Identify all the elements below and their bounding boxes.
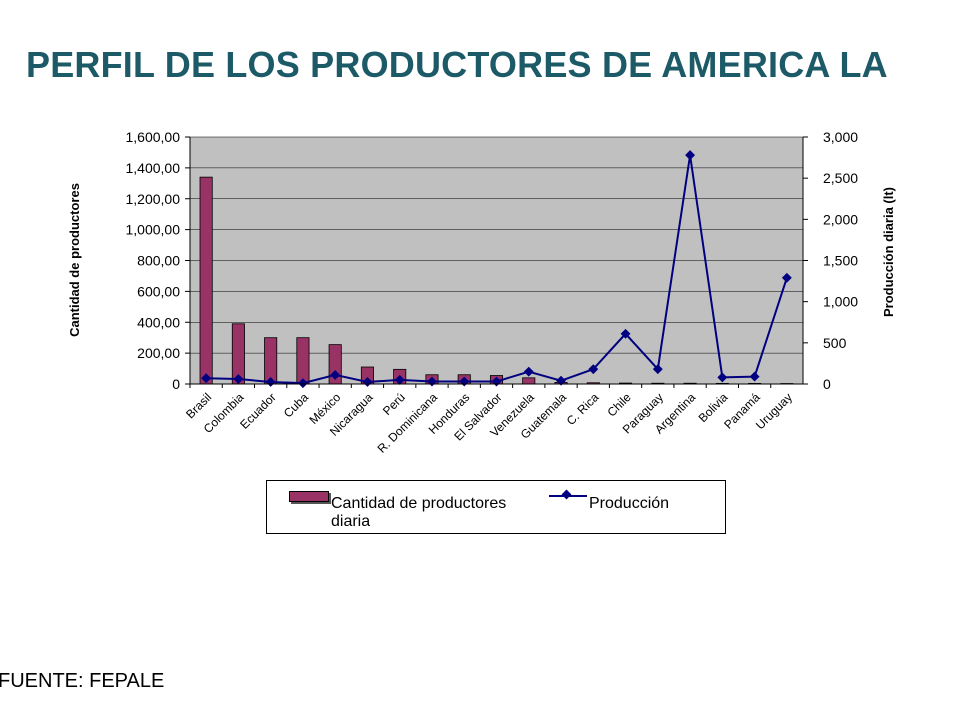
bar xyxy=(200,177,212,384)
y2-axis-label: Producción diaria (lt) xyxy=(881,187,896,317)
y2-tick-label: 0 xyxy=(823,376,831,392)
y2-tick-label: 2,000 xyxy=(823,211,858,227)
bar xyxy=(523,378,535,384)
y-axis-label: Cantidad de productores xyxy=(67,183,82,337)
legend-bar-label-wrap: Cantidad de productores diaria xyxy=(331,495,551,531)
y-tick-label: 1,600,00 xyxy=(126,129,181,145)
x-tick-label: Uruguay xyxy=(753,390,795,432)
y-tick-label: 1,400,00 xyxy=(126,160,181,176)
legend-line-label-suffix: diaria xyxy=(331,513,370,530)
legend-line-swatch xyxy=(549,489,589,503)
x-tick-label: Chile xyxy=(604,390,633,419)
y2-tick-label: 1,500 xyxy=(823,253,858,269)
legend: Cantidad de productores diaria Producció… xyxy=(266,480,726,534)
y-tick-label: 400,00 xyxy=(137,314,180,330)
bar xyxy=(297,338,309,384)
legend-bar-label: Cantidad de productores xyxy=(331,495,506,512)
source-note: FUENTE: FEPALE xyxy=(0,670,164,693)
y-tick-label: 0 xyxy=(172,376,180,392)
y2-tick-label: 2,500 xyxy=(823,170,858,186)
legend-line-label: Producción xyxy=(589,495,669,513)
x-tick-label: Perú xyxy=(380,390,408,418)
x-tick-label: C. Rica xyxy=(564,390,602,428)
left-axis-ticks: 0 200,00 400,00 600,00 800,00 1,000,00 1,200,0… xyxy=(126,129,191,392)
x-axis-ticks: BrasilColombiaEcuadorCubaMéxicoNicaragua… xyxy=(183,384,795,456)
y-tick-label: 600,00 xyxy=(137,283,180,299)
x-tick-label: Ecuador xyxy=(237,390,279,432)
combo-chart: 0 200,00 400,00 600,00 800,00 1,000,00 1,200,0… xyxy=(0,0,960,470)
y-tick-label: 1,200,00 xyxy=(126,191,181,207)
y-tick-label: 200,00 xyxy=(137,345,180,361)
legend-bar-swatch xyxy=(289,491,329,502)
y-tick-label: 1,000,00 xyxy=(126,222,181,238)
y2-tick-label: 500 xyxy=(823,335,847,351)
y-tick-label: 800,00 xyxy=(137,253,180,269)
y2-tick-label: 1,000 xyxy=(823,294,858,310)
y2-tick-label: 3,000 xyxy=(823,129,858,145)
right-axis-ticks: 0 500 1,000 1,500 2,000 2,500 3,000 xyxy=(803,129,858,392)
